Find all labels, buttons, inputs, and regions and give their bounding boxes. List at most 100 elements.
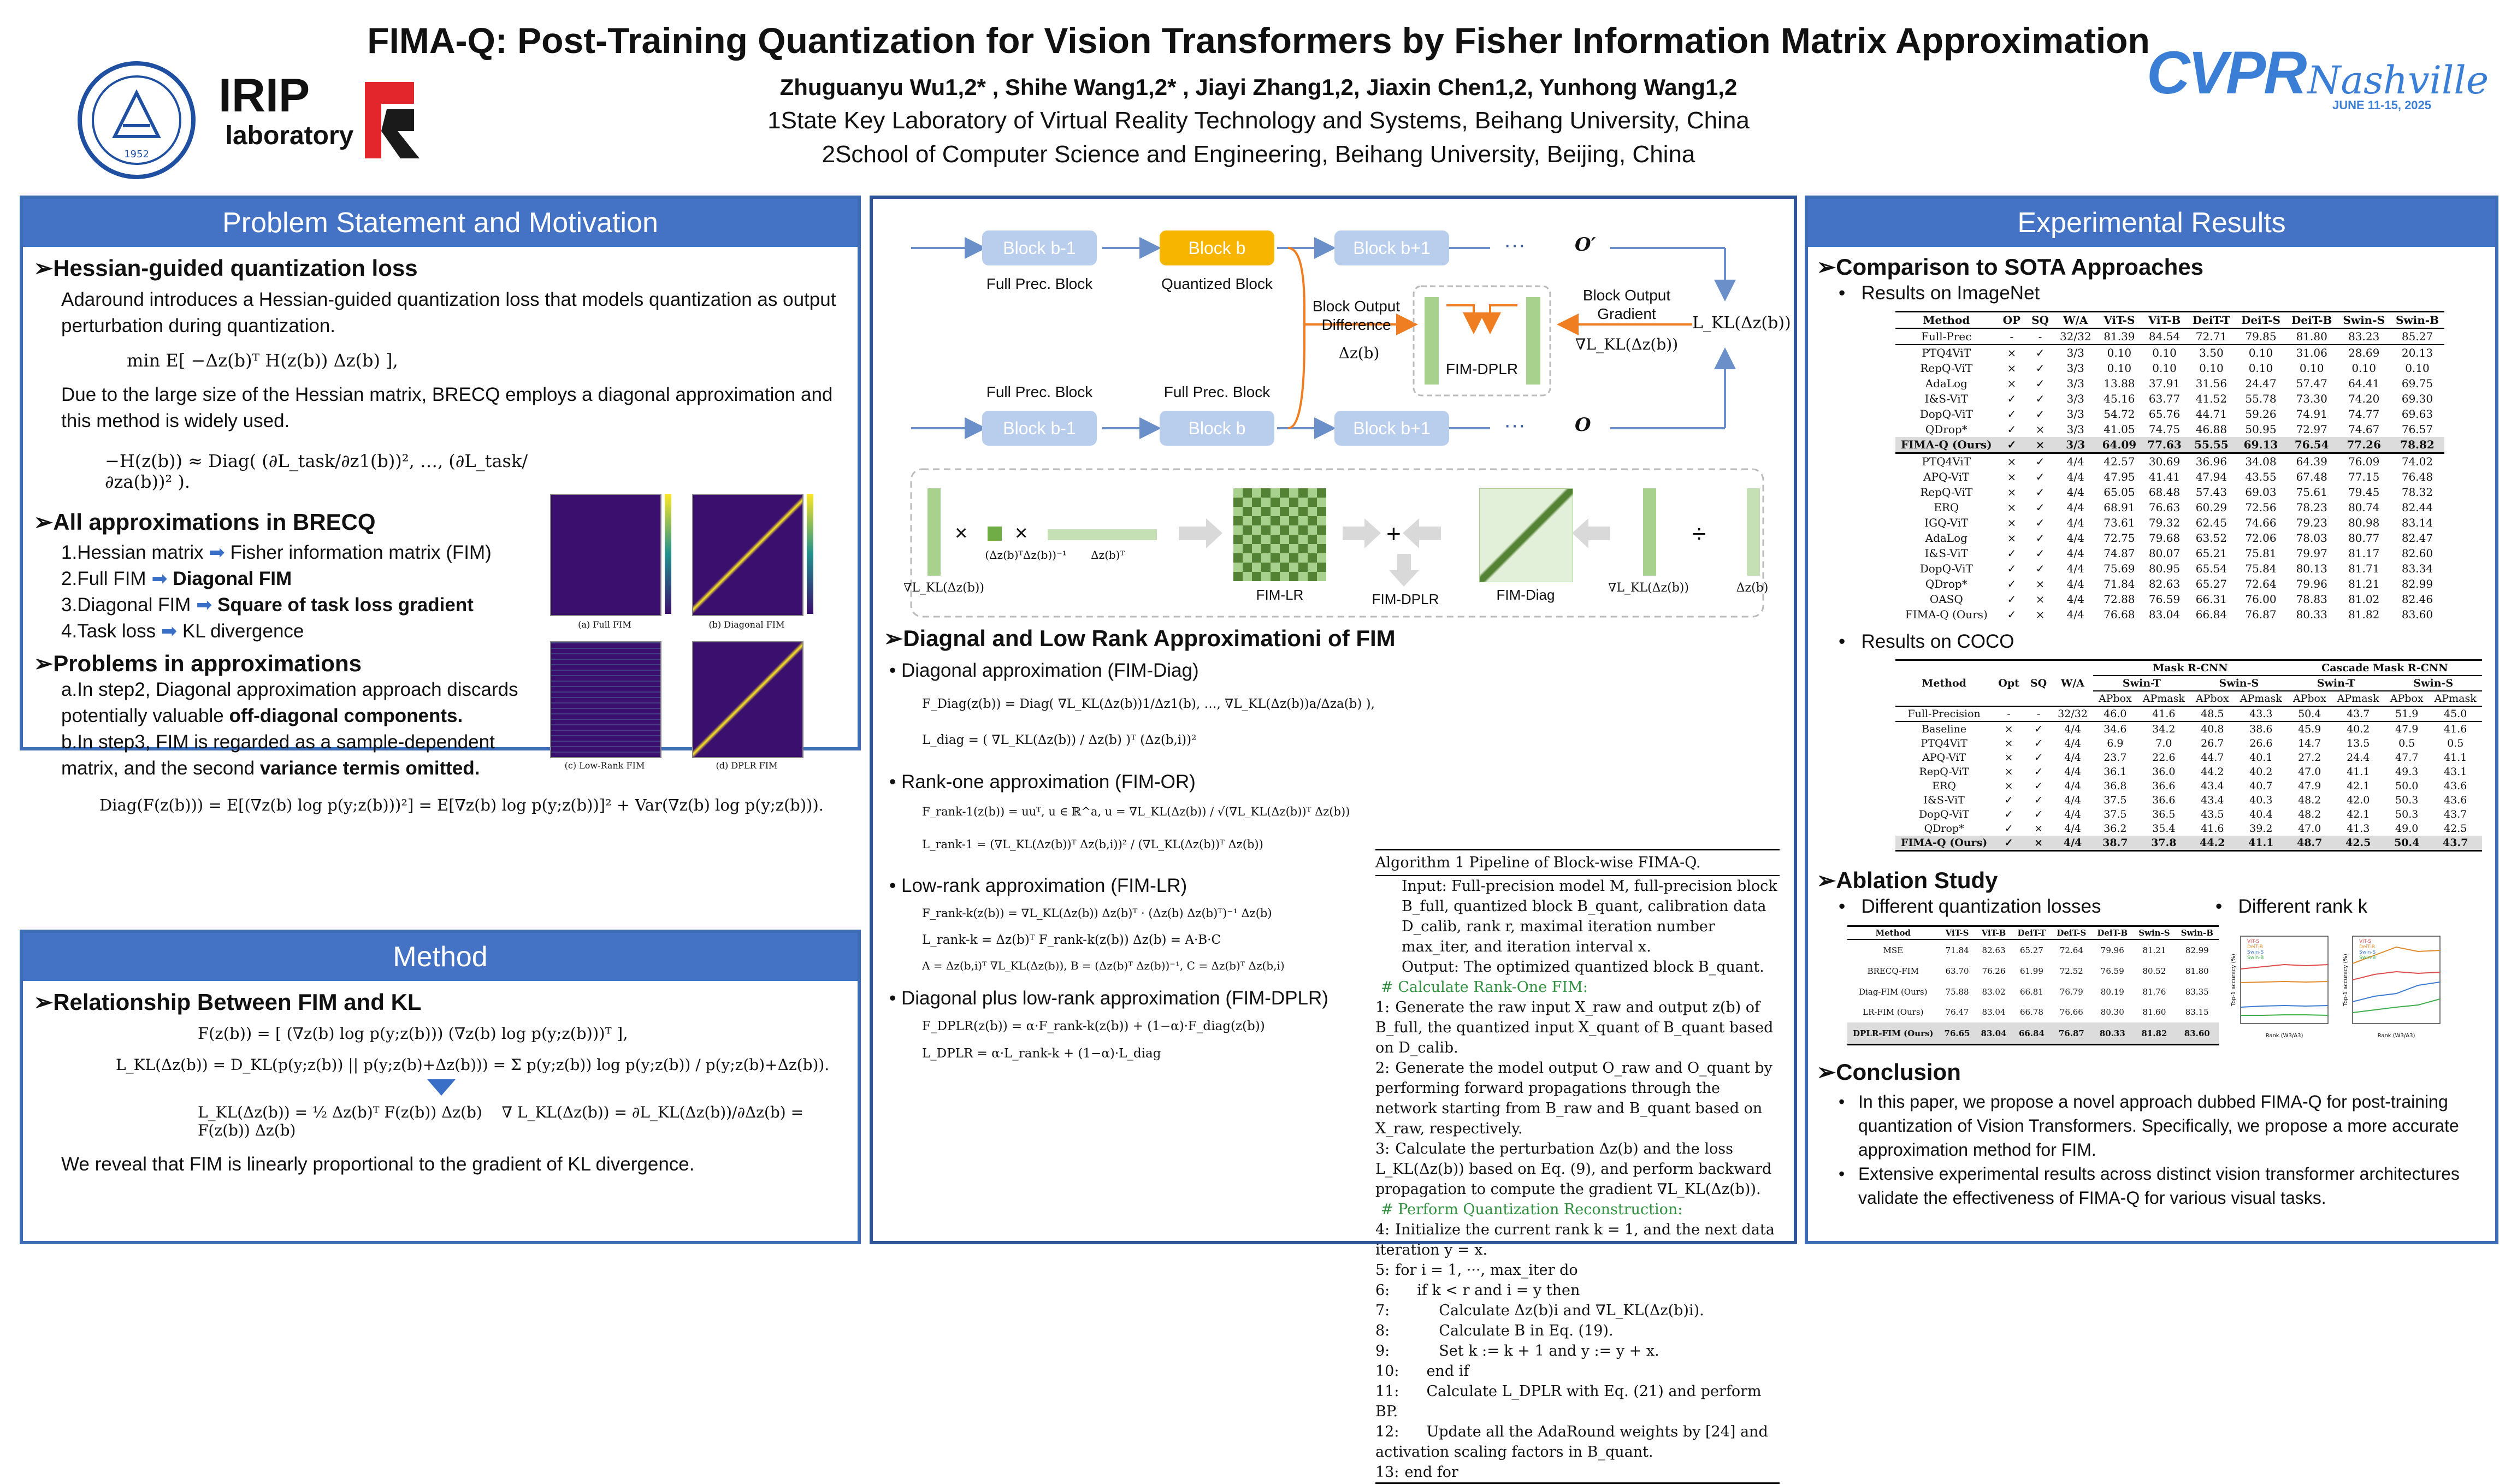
fim-dplr-formula: F_DPLR(z(b)) = α·F_rank-k(z(b)) + (1−α)·…: [922, 1019, 1265, 1033]
table-cell: 72.97: [2296, 423, 2327, 436]
lower-dz-label: Δz(b): [1736, 581, 1769, 595]
table-cell: 71.84: [2104, 577, 2135, 590]
table-cell: ×: [2026, 437, 2054, 454]
table-cell: 46.0: [2104, 708, 2127, 720]
fim-definition: F(z(b)) = [ (∇z(b) log p(y;z(b))) (∇z(b)…: [198, 1024, 628, 1043]
fim-kl-note: We reveal that FIM is linearly proportio…: [61, 1154, 695, 1175]
algorithm-line: 8: Calculate B in Eq. (19).: [1375, 1321, 1780, 1341]
table-cell: ✓: [2007, 547, 2017, 560]
rank-chart-ylabel-1: Top-1 accuracy (%): [2231, 954, 2237, 1007]
lower-transpose-label: Δz(b)ᵀ: [1091, 548, 1125, 561]
caption-diag-fim: (b) Diagonal FIM: [708, 619, 785, 630]
table-cell: 34.08: [2235, 452, 2286, 469]
arrow-right-icon: ➡: [209, 542, 225, 563]
table-cell: ✓: [2035, 501, 2045, 514]
algorithm-line-number: 4:: [1375, 1221, 1390, 1238]
table-cell: 78.03: [2296, 531, 2327, 545]
table-cell: ×: [2035, 593, 2045, 606]
table-ap-header: APbox: [2287, 691, 2332, 707]
table-cell: 74.87: [2104, 547, 2135, 560]
table-cell: ✓: [2034, 780, 2043, 792]
approx-rank1-title: • Rank-one approximation (FIM-OR): [889, 771, 1196, 793]
table-cell: 54.72: [2104, 407, 2135, 421]
approx-diag-title: • Diagonal approximation (FIM-Diag): [889, 660, 1199, 681]
algorithm-line-text: Generate the model output O_raw and O_qu…: [1375, 1060, 1772, 1137]
top-block-prev: Block b-1: [982, 230, 1097, 265]
table-cell: 46.88: [2195, 423, 2228, 436]
algorithm-output: Output: The optimized quantized block B_…: [1402, 959, 1764, 975]
table-cell: 36.6: [2152, 780, 2176, 792]
kl-quadratic-formula: L_KL(Δz(b)) = ½ Δz(b)ᵀ F(z(b)) Δz(b) ∇ L…: [198, 1103, 804, 1139]
table-cell: 74.20: [2348, 392, 2380, 405]
table-cell: 42.5: [2444, 823, 2467, 835]
conclusion-title: ➢Conclusion: [1817, 1059, 1961, 1085]
table-cell: 85.27: [2401, 330, 2433, 343]
table-cell: ✓: [2035, 392, 2045, 405]
table-cell: ✓: [2035, 407, 2045, 421]
full-fim-heatmap: [550, 494, 661, 616]
table-cell: 81.21: [2348, 577, 2380, 590]
table-cell: -: [2007, 708, 2011, 720]
table-row: Full-Precision - - 32/32 46.0 41.6 48.5 43.3 50.…: [1895, 706, 2482, 722]
table-cell: 71.84: [1945, 945, 1969, 956]
table-cell: 42.1: [2347, 808, 2370, 820]
table-cell: 79.23: [2296, 516, 2327, 529]
table-cell: 50.3: [2395, 794, 2419, 806]
table-cell: 24.47: [2245, 377, 2277, 390]
table-cell: ×: [2004, 752, 2013, 764]
table-cell: 14.7: [2298, 737, 2321, 749]
poster-title: FIMA-Q: Post-Training Quantization for V…: [367, 20, 2150, 61]
caption-dplr-fim: (d) DPLR FIM: [716, 760, 778, 771]
rank-legend-2c: Swin-S: [2359, 950, 2376, 955]
table-cell: 83.35: [2185, 986, 2209, 997]
table-cell: 76.54: [2285, 437, 2338, 454]
table-cell: 72.88: [2104, 593, 2135, 606]
approx-item: 4.Task loss ➡ KL divergence: [61, 620, 304, 642]
table-row: I&S-ViT ✓ ✓ 4/4 74.87 80.07 65.21 75.81 79.97 81.…: [1895, 546, 2444, 561]
table-cell: 79.32: [2148, 516, 2181, 529]
table-cell: 66.84: [2195, 608, 2228, 621]
algorithm-line: 4: Initialize the current rank k = 1, and…: [1375, 1220, 1780, 1260]
table-cell: 80.13: [2296, 562, 2327, 575]
table-subheader: Swin-S: [2384, 676, 2482, 691]
table-cell: 43.7: [2429, 836, 2482, 852]
arrow-right-icon: ➡: [196, 594, 212, 616]
table-cell: 49.3: [2395, 766, 2419, 778]
approx-list: • Diagonal approximation (FIM-Diag) F_Di…: [889, 658, 1381, 1061]
table-header-cell: ViT-S: [2096, 311, 2142, 329]
algorithm-title: Algorithm 1 Pipeline of Block-wise FIMA-…: [1375, 850, 1780, 876]
left-column: Problem Statement and Motivation ➢Hessia…: [20, 196, 861, 814]
table-cell: 65.21: [2195, 547, 2228, 560]
table-cell: 79.96: [2100, 945, 2124, 956]
table-header-cell: Swin-S: [2133, 925, 2176, 940]
table-row: Full-Prec - - 32/32 81.39 84.54 72.71 79.85 81.8…: [1895, 328, 2444, 345]
table-cell: 43.4: [2201, 794, 2224, 806]
table-cell: ✓: [1997, 437, 2026, 454]
problem-header: Problem Statement and Motivation: [23, 199, 858, 247]
table-cell: FIMA-Q (Ours): [1895, 437, 1998, 454]
table-cell: 65.27: [2195, 577, 2228, 590]
fim-diag-matrix-icon: [1479, 488, 1573, 582]
authors: Zhuguanyu Wu1,2* , Shihe Wang1,2* , Jiay…: [779, 74, 1738, 100]
table-cell: 67.48: [2296, 470, 2327, 483]
table-cell: ×: [2007, 377, 2017, 390]
table-cell: AdaLog: [1925, 377, 1967, 390]
table-cell: 36.2: [2104, 823, 2127, 835]
table-header-cell: Method: [1895, 311, 1998, 329]
table-cell: 44.71: [2195, 407, 2228, 421]
table-row: DPLR-FIM (Ours) 76.65 83.04 66.84 76.87 80.33…: [1847, 1022, 2219, 1046]
table-cell: 49.0: [2395, 823, 2419, 835]
table-cell: 76.79: [2059, 986, 2083, 997]
table-cell: ✓: [2035, 377, 2045, 390]
table-cell: 47.9: [2384, 721, 2429, 736]
table-cell: ✓: [2004, 808, 2013, 820]
table-cell: 3/3: [2066, 362, 2084, 375]
table-cell: -: [2036, 708, 2041, 720]
imagenet-bullet: • Results on ImageNet: [1839, 282, 2040, 304]
table-cell: 48.5: [2201, 708, 2224, 720]
table-header-cell: DeiT-S: [2051, 925, 2092, 940]
table-cell: 47.95: [2104, 470, 2135, 483]
table-cell: 45.16: [2104, 392, 2135, 405]
table-cell: 45.0: [2444, 708, 2467, 720]
l-diag-formula: L_diag = ( ∇L_KL(Δz(b)) / Δz(b) )ᵀ (Δz(b…: [922, 733, 1197, 747]
